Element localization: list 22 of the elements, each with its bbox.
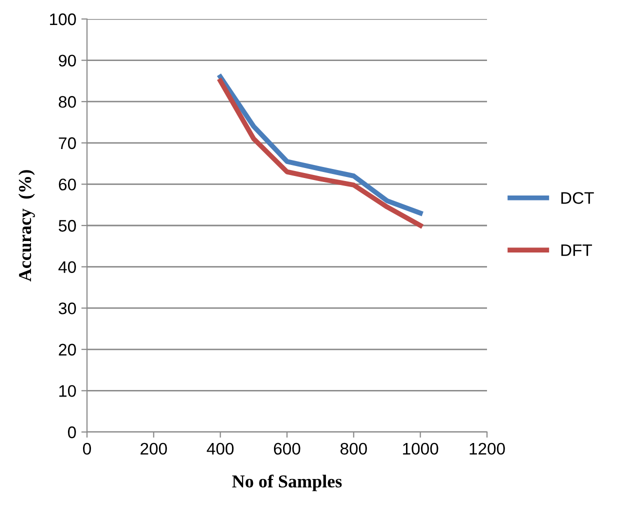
y-tick-label: 20 — [58, 344, 76, 356]
x-tick-label: 0 — [83, 442, 91, 455]
x-tick-label: 1200 — [470, 442, 505, 455]
x-tick-label: 800 — [340, 442, 367, 455]
y-tick-label: 10 — [59, 385, 76, 397]
y-tick-label: 90 — [58, 54, 76, 67]
y-tick-label: 100 — [50, 13, 76, 26]
x-tick-label: 600 — [274, 442, 300, 455]
legend-label: DCT — [561, 192, 594, 204]
y-tick-label: 30 — [58, 302, 76, 314]
y-tick-label: 0 — [68, 426, 76, 438]
y-tick-label: 60 — [58, 178, 76, 190]
y-tick-label: 80 — [58, 96, 76, 108]
y-tick-label: 70 — [58, 137, 76, 150]
x-tick-label: 1000 — [403, 442, 438, 455]
y-tick-label: 40 — [58, 261, 76, 274]
x-tick-label: 200 — [140, 442, 167, 455]
y-tick-label: 50 — [58, 220, 76, 232]
legend-label: DFT — [561, 244, 592, 256]
x-axis-title: No of Samples — [232, 474, 342, 492]
x-tick-label: 400 — [206, 442, 234, 455]
y-axis-title: Accuracy (%) — [18, 170, 35, 282]
